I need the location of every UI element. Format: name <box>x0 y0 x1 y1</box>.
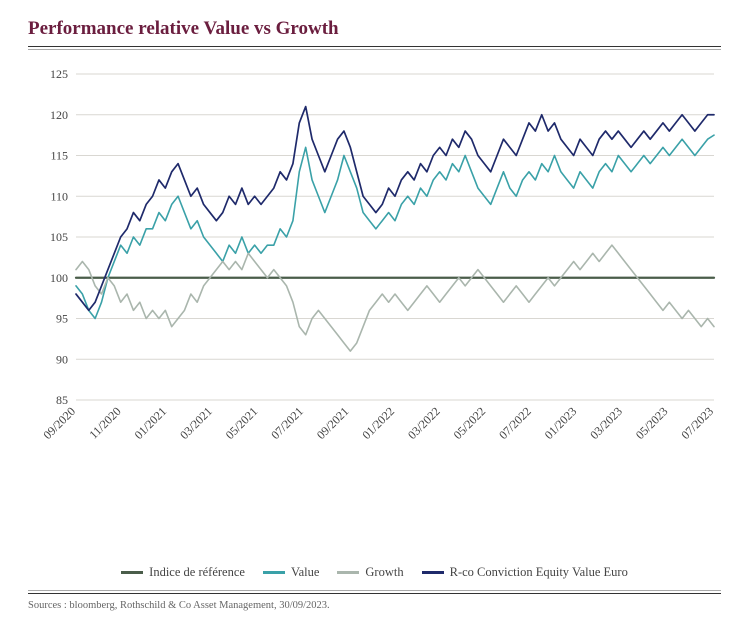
x-tick-label: 05/2022 <box>451 404 489 442</box>
svg-text:120: 120 <box>50 108 68 122</box>
legend-swatch <box>337 571 359 574</box>
footer-rule-thin <box>28 590 721 591</box>
legend-swatch <box>263 571 285 574</box>
svg-text:90: 90 <box>56 352 68 366</box>
x-tick-label: 05/2021 <box>223 404 261 442</box>
chart-title: Performance relative Value vs Growth <box>28 18 721 40</box>
legend-label: Growth <box>365 565 403 580</box>
legend-item-value: Value <box>263 565 319 580</box>
x-tick-label: 07/2021 <box>268 404 306 442</box>
chart-area: 85909510010511011512012509/202011/202001… <box>28 60 721 555</box>
legend-label: R-co Conviction Equity Value Euro <box>450 565 628 580</box>
svg-text:95: 95 <box>56 312 68 326</box>
series-value <box>76 135 714 318</box>
legend: Indice de référence Value Growth R-co Convi… <box>28 565 721 580</box>
x-tick-label: 03/2023 <box>587 404 625 442</box>
x-tick-label: 11/2020 <box>86 404 123 441</box>
line-chart: 85909510010511011512012509/202011/202001… <box>28 60 721 480</box>
series-growth <box>76 245 714 351</box>
x-tick-label: 05/2023 <box>633 404 671 442</box>
title-rule-thin <box>28 49 721 50</box>
legend-label: Indice de référence <box>149 565 245 580</box>
legend-swatch <box>121 571 143 574</box>
legend-item-growth: Growth <box>337 565 403 580</box>
x-tick-label: 09/2020 <box>40 404 78 442</box>
x-tick-label: 09/2021 <box>314 404 352 442</box>
x-tick-label: 07/2023 <box>678 404 716 442</box>
x-tick-label: 07/2022 <box>496 404 534 442</box>
x-tick-label: 03/2021 <box>177 404 215 442</box>
series-rco <box>76 107 714 311</box>
svg-text:100: 100 <box>50 271 68 285</box>
source-line: Sources : bloomberg, Rothschild & Co Ass… <box>28 600 721 611</box>
title-rule-top <box>28 46 721 47</box>
svg-text:125: 125 <box>50 67 68 81</box>
x-tick-label: 01/2021 <box>132 404 170 442</box>
legend-label: Value <box>291 565 319 580</box>
svg-text:105: 105 <box>50 230 68 244</box>
legend-swatch <box>422 571 444 574</box>
x-tick-label: 03/2022 <box>405 404 443 442</box>
x-tick-label: 01/2022 <box>359 404 397 442</box>
svg-text:115: 115 <box>50 149 68 163</box>
legend-item-rco: R-co Conviction Equity Value Euro <box>422 565 628 580</box>
legend-item-reference: Indice de référence <box>121 565 245 580</box>
svg-text:110: 110 <box>50 189 68 203</box>
x-tick-label: 01/2023 <box>542 404 580 442</box>
footer-rule-thick <box>28 593 721 594</box>
